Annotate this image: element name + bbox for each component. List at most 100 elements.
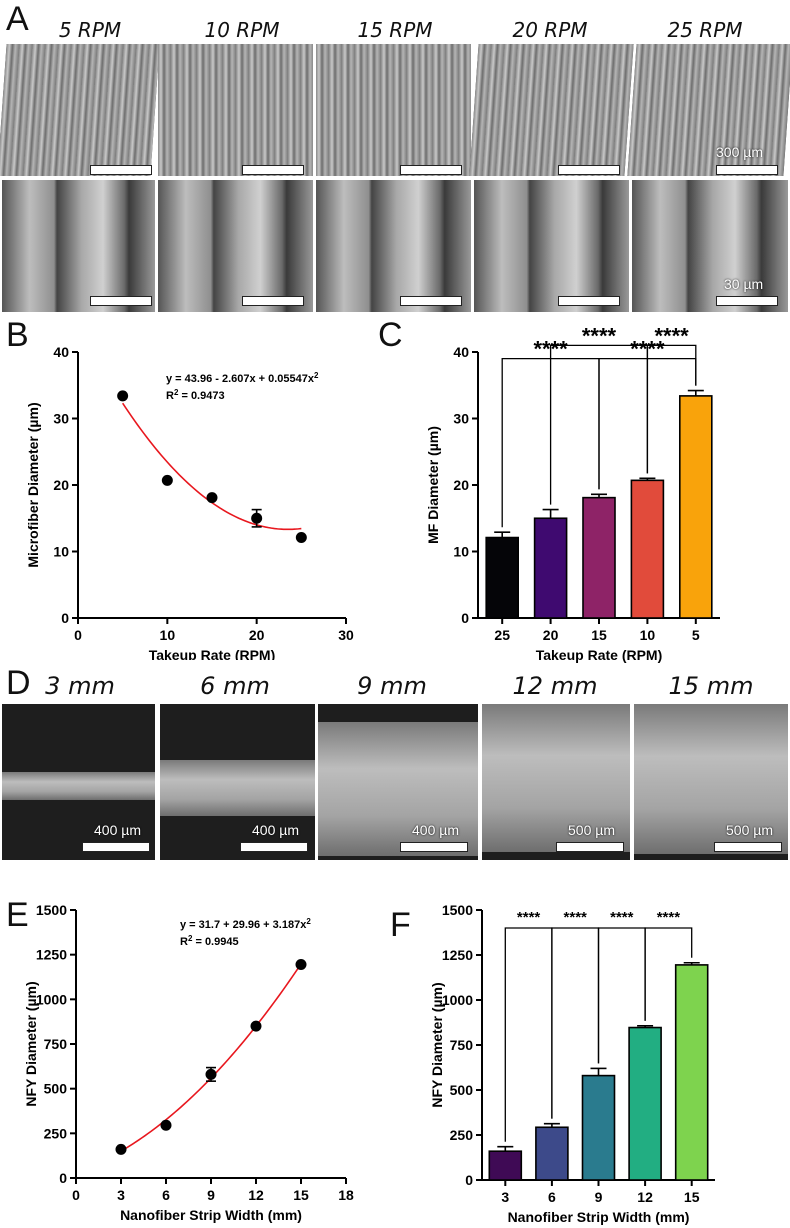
x-tick-label: 15 (591, 627, 607, 643)
significance-label: **** (610, 909, 634, 926)
y-tick-label: 0 (61, 610, 69, 626)
scale-bar (556, 842, 624, 852)
chart-e: 0 250 500 750 1000 1250 1500 0 3 6 9 12 15 18 NFY Di… (23, 902, 354, 1223)
x-axis-label: Nanofiber Strip Width (mm) (508, 1209, 690, 1225)
sem-image-15rpm-low (316, 44, 471, 176)
x-axis: 3 6 9 12 15 (501, 1180, 700, 1205)
y-tick-label: 1250 (442, 947, 473, 963)
y-tick-label: 250 (44, 1125, 68, 1141)
x-axis: 0 3 6 9 12 15 18 (72, 1178, 354, 1203)
panel-letter-f: F (390, 906, 411, 944)
scale-bar (90, 165, 152, 175)
scale-bar (82, 842, 150, 852)
data-point (295, 958, 307, 970)
sem-image-5rpm-high (2, 180, 155, 312)
x-tick-label: 5 (692, 627, 700, 643)
y-tick-label: 0 (465, 1172, 473, 1188)
y-axis: 0 250 500 750 1000 1250 1500 (442, 902, 482, 1188)
sem-image-25rpm-high (632, 180, 788, 312)
data-point (115, 1143, 127, 1155)
panel-letter-e: E (6, 896, 29, 934)
bar (674, 964, 709, 1181)
scale-label-top: 300 µm (716, 144, 763, 160)
data-point (205, 1068, 217, 1080)
scale-bar (400, 296, 462, 306)
rpm-label-10: 10 RPM (204, 18, 280, 42)
x-tick-label: 15 (684, 1189, 700, 1205)
sem-image-nfy-9mm (318, 704, 478, 860)
y-tick-label: 0 (59, 1170, 67, 1186)
significance-bracket (644, 927, 693, 1021)
y-tick-label: 500 (44, 1081, 68, 1097)
x-tick-label: 15 (293, 1187, 309, 1203)
x-tick-label: 10 (160, 627, 176, 643)
data-points (115, 958, 307, 1155)
fit-curve (120, 963, 302, 1152)
scale-bar (716, 296, 778, 306)
bar (485, 536, 519, 619)
width-label-9mm: 9 mm (357, 672, 427, 700)
bar (535, 1126, 569, 1181)
data-point (251, 512, 263, 524)
scale-label-6mm: 400 µm (252, 822, 299, 838)
y-tick-label: 30 (53, 411, 69, 427)
scale-bar (558, 296, 620, 306)
y-tick-label: 1500 (442, 902, 473, 918)
significance-brackets: **************** (501, 323, 697, 528)
sem-image-10rpm-high (158, 180, 313, 312)
rpm-label-5: 5 RPM (58, 18, 122, 42)
r-squared: R2 = 0.9945 (180, 934, 239, 949)
data-point (160, 1119, 172, 1131)
x-tick-label: 9 (207, 1187, 215, 1203)
sem-image-5rpm-low (0, 44, 160, 176)
scale-bar (90, 296, 152, 306)
x-tick-label: 3 (117, 1187, 125, 1203)
scale-bar (400, 842, 468, 852)
x-axis: 25 20 15 10 5 (494, 618, 700, 643)
y-tick-label: 10 (453, 544, 469, 560)
data-point (295, 532, 307, 544)
scale-bar (242, 165, 304, 175)
y-tick-label: 750 (44, 1036, 68, 1052)
scale-bar (714, 842, 782, 852)
rpm-label-15: 15 RPM (357, 18, 433, 42)
x-tick-label: 10 (640, 627, 656, 643)
significance-label: **** (654, 323, 689, 348)
x-tick-label: 30 (338, 627, 354, 643)
y-tick-label: 1250 (36, 947, 67, 963)
panel-letter-a: A (6, 0, 29, 38)
r-squared: R2 = 0.9473 (166, 388, 225, 403)
y-tick-label: 40 (453, 344, 469, 360)
bar (581, 1074, 616, 1181)
x-tick-label: 0 (72, 1187, 80, 1203)
y-tick-label: 10 (53, 544, 69, 560)
bar (678, 395, 713, 619)
rpm-label-25: 25 RPM (667, 18, 743, 42)
x-axis: 0 10 20 30 (74, 618, 354, 643)
y-axis-label: NFY Diameter (µm) (23, 981, 39, 1106)
data-point (117, 390, 129, 402)
bar (630, 479, 665, 619)
x-axis-label: Takeup Rate (RPM) (536, 647, 663, 663)
y-tick-label: 20 (453, 477, 469, 493)
width-label-6mm: 6 mm (200, 672, 270, 700)
y-axis-label: NFY Diameter (µm) (429, 982, 445, 1107)
scale-bar (242, 296, 304, 306)
panel-letter-c: C (378, 316, 403, 354)
sem-image-nfy-3mm (2, 704, 155, 860)
significance-bracket (646, 344, 697, 474)
significance-label: **** (582, 323, 617, 348)
scale-label-3mm: 400 µm (94, 822, 141, 838)
data-point (161, 474, 173, 486)
fit-equation: y = 43.96 - 2.607x + 0.05547x2 (166, 371, 319, 386)
sem-image-20rpm-low (469, 44, 634, 176)
y-axis-label: Microfiber Diameter (µm) (25, 402, 41, 567)
sem-image-10rpm-low (158, 44, 313, 176)
x-tick-label: 6 (548, 1189, 556, 1205)
data-points (117, 390, 307, 544)
y-tick-label: 250 (450, 1127, 474, 1143)
rpm-label-20: 20 RPM (512, 18, 588, 42)
scale-label-bottom: 30 µm (724, 276, 764, 292)
